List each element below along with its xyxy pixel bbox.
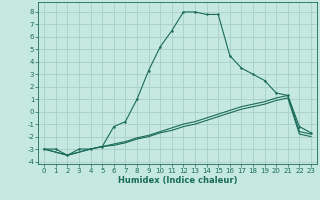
X-axis label: Humidex (Indice chaleur): Humidex (Indice chaleur) (118, 176, 237, 185)
